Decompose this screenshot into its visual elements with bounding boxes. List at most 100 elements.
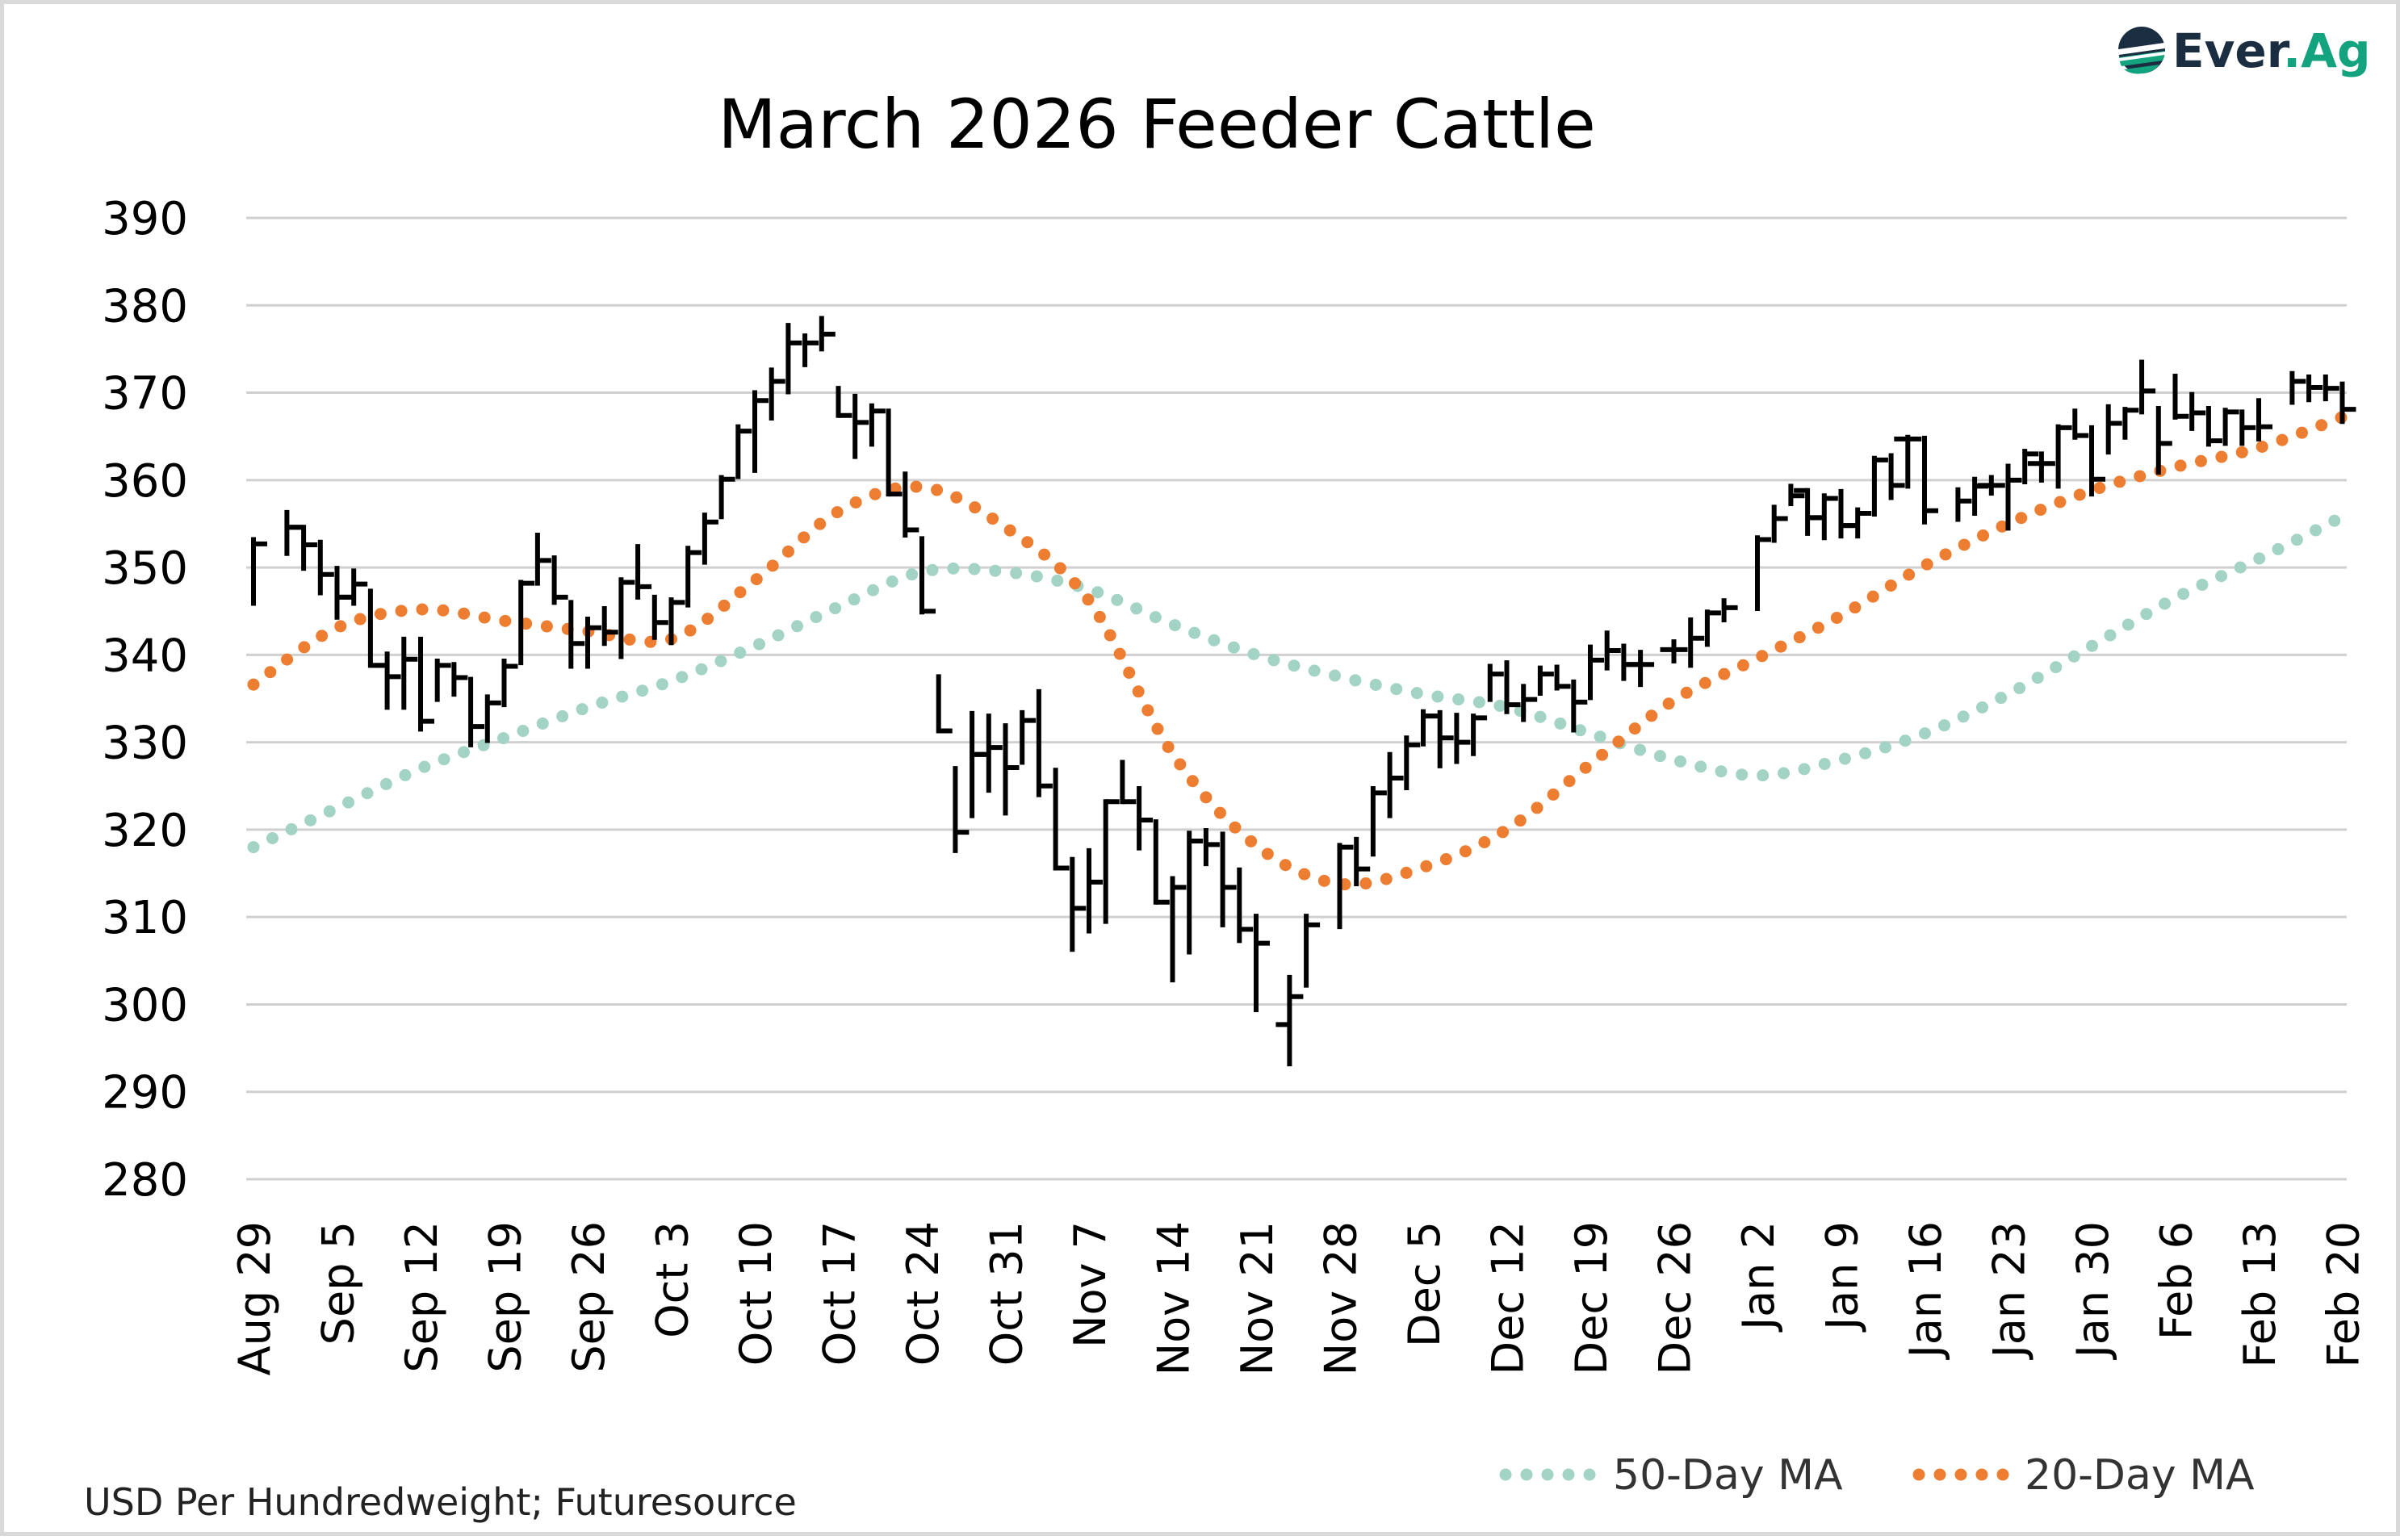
ohlc-bar xyxy=(2105,404,2122,455)
ohlc-bar xyxy=(836,386,852,418)
ohlc-bar xyxy=(2055,424,2072,489)
legend-label: 20-Day MA xyxy=(2025,1451,2255,1500)
ohlc-bar xyxy=(1426,709,1454,768)
everag-logo-text: Ever.Ag xyxy=(2172,23,2371,78)
ohlc-bar xyxy=(340,568,368,606)
ohlc-bar xyxy=(903,471,919,538)
ohlc-bar xyxy=(1894,434,1922,489)
ma50-line xyxy=(247,510,2348,854)
ohlc-bar xyxy=(1053,768,1070,871)
ohlc-bar xyxy=(1087,847,1103,934)
ohlc-bar xyxy=(1003,723,1020,816)
ohlc-bar xyxy=(2239,409,2256,446)
ohlc-bar xyxy=(2256,398,2272,441)
y-tick-label: 300 xyxy=(102,979,188,1032)
ohlc-bar xyxy=(518,580,535,666)
ohlc-bar xyxy=(2339,381,2356,425)
x-tick-label: Oct 17 xyxy=(815,1221,865,1366)
y-axis-labels: 390 380 370 360 350 340 330 320 310 300 290 280 xyxy=(102,193,188,1207)
legend: 50-Day MA 20-Day MA xyxy=(1499,1451,2255,1500)
ohlc-bar xyxy=(1220,831,1237,927)
ohlc-bar xyxy=(1972,476,1989,516)
ohlc-bar xyxy=(886,408,903,497)
ohlc-bar xyxy=(735,424,752,479)
ohlc-bar xyxy=(2306,375,2323,403)
ohlc-bar xyxy=(1337,843,1354,930)
ohlc-bar xyxy=(651,594,668,640)
ohlc-bar xyxy=(2072,408,2089,440)
ohlc-bar xyxy=(2172,373,2189,420)
ohlc-bar xyxy=(1354,836,1371,887)
ohlc-bar xyxy=(501,658,518,708)
y-tick-label: 310 xyxy=(102,892,188,944)
ohlc-bar xyxy=(1771,504,1788,543)
ohlc-bar xyxy=(869,403,886,447)
x-tick-label: Aug 29 xyxy=(229,1221,280,1375)
legend-label: 50-Day MA xyxy=(1613,1451,1843,1500)
ohlc-bar xyxy=(2205,406,2222,447)
x-tick-label: Oct 31 xyxy=(982,1221,1032,1366)
ohlc-bar xyxy=(618,577,635,659)
y-tick-label: 290 xyxy=(102,1067,188,1119)
x-tick-label: Sep 5 xyxy=(313,1221,364,1345)
price-chart: Ever.Ag March 2026 Feeder Cattle 390 380 3… xyxy=(84,23,2371,1524)
ohlc-bar xyxy=(1627,650,1655,688)
ohlc-bar xyxy=(1571,679,1588,733)
ohlc-bar xyxy=(2022,449,2039,484)
ohlc-bar xyxy=(819,316,836,352)
x-tick-label: Feb 6 xyxy=(2151,1221,2202,1340)
x-tick-label: Sep 12 xyxy=(396,1221,447,1373)
y-tick-label: 280 xyxy=(102,1154,188,1207)
ohlc-bar xyxy=(1554,664,1571,691)
ohlc-bar xyxy=(2027,451,2055,483)
ohlc-bar xyxy=(2005,463,2022,531)
ohlc-bar xyxy=(1203,827,1220,867)
ohlc-bar xyxy=(2189,391,2206,431)
ohlc-bar xyxy=(1137,786,1154,851)
x-tick-label: Nov 7 xyxy=(1065,1221,1116,1348)
ohlc-bar xyxy=(534,533,551,586)
ohlc-bar xyxy=(585,616,601,669)
ohlc-bar xyxy=(1454,713,1471,764)
x-tick-label: Oct 10 xyxy=(731,1221,781,1366)
ohlc-bar xyxy=(1688,617,1705,668)
ohlc-bar xyxy=(2089,425,2105,497)
ohlc-bar xyxy=(1537,665,1554,697)
x-tick-label: Jan 9 xyxy=(1817,1221,1868,1333)
ohlc-bar xyxy=(974,714,1003,793)
ohlc-bar xyxy=(1721,598,1738,623)
ohlc-bars xyxy=(251,316,2356,1067)
ohlc-bar xyxy=(1404,735,1421,790)
source-footnote: USD Per Hundredweight; Futuresource xyxy=(84,1480,797,1524)
ohlc-bar xyxy=(2139,359,2156,415)
ohlc-bar xyxy=(451,662,468,697)
everag-logo-icon xyxy=(2117,27,2167,74)
x-tick-label: Dec 5 xyxy=(1399,1221,1450,1347)
moving-averages xyxy=(247,411,2348,891)
x-tick-label: Sep 26 xyxy=(563,1221,614,1373)
ohlc-bar xyxy=(1588,644,1604,701)
ohlc-bar xyxy=(1370,786,1387,857)
ohlc-bar xyxy=(1304,914,1321,988)
x-tick-label: Oct 3 xyxy=(647,1221,698,1338)
ohlc-bar xyxy=(251,537,267,606)
x-tick-label: Nov 14 xyxy=(1149,1221,1200,1375)
y-tick-label: 390 xyxy=(102,193,188,245)
ohlc-bar xyxy=(418,636,434,732)
ohlc-bar xyxy=(290,525,318,571)
ohlc-bar xyxy=(1871,455,1888,517)
ohlc-bar xyxy=(970,710,986,818)
ohlc-bar xyxy=(2323,375,2339,402)
ohlc-bar xyxy=(1275,974,1304,1067)
y-tick-label: 380 xyxy=(102,280,188,333)
ohlc-bar xyxy=(317,539,334,596)
ohlc-bar xyxy=(1187,831,1204,955)
ohlc-bar xyxy=(936,674,953,734)
ohlc-bar xyxy=(752,390,769,473)
ohlc-bar xyxy=(685,546,702,608)
x-tick-label: Oct 24 xyxy=(898,1221,949,1366)
chart-title: March 2026 Feeder Cattle xyxy=(718,85,1596,164)
ohlc-bar xyxy=(1070,856,1087,952)
ohlc-bar xyxy=(1153,819,1170,905)
